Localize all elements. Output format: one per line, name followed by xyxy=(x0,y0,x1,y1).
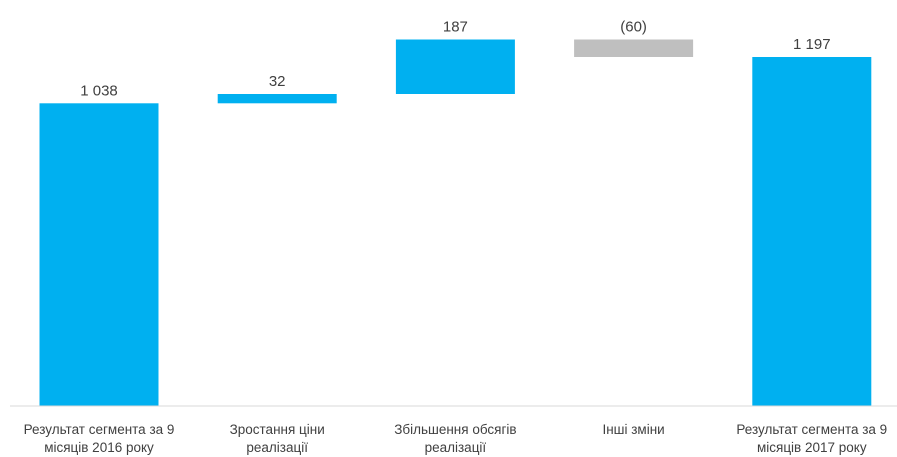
category-label-1-line-1: реалізації xyxy=(246,440,308,455)
category-label-0: Результат сегмента за 9 місяців 2016 року xyxy=(24,422,175,455)
category-label-1: Зростання ціни реалізації xyxy=(230,422,325,455)
category-label-2: Збільшення обсягів реалізації xyxy=(394,422,516,455)
value-label-2: 187 xyxy=(443,19,468,36)
bar-2 xyxy=(395,39,515,94)
category-label-3-line-0: Інші зміни xyxy=(602,422,664,437)
category-label-2-line-1: реалізації xyxy=(425,440,487,455)
bars-group xyxy=(39,39,872,407)
bar-0 xyxy=(39,103,159,407)
category-labels-group: Результат сегмента за 9 місяців 2016 року… xyxy=(24,422,888,455)
category-label-1-line-0: Зростання ціни xyxy=(230,422,325,437)
value-label-0: 1 038 xyxy=(80,82,118,99)
value-label-4: 1 197 xyxy=(793,36,831,53)
category-label-2-line-0: Збільшення обсягів xyxy=(394,422,516,437)
category-label-3: Інші зміни xyxy=(602,422,664,437)
category-label-4-line-0: Результат сегмента за 9 xyxy=(736,422,887,437)
category-label-4: Результат сегмента за 9 місяців 2017 року xyxy=(736,422,887,455)
value-label-1: 32 xyxy=(269,73,286,90)
value-labels-group: 1 038 32 187 (60) 1 197 xyxy=(80,19,830,100)
bar-4 xyxy=(752,57,872,406)
bar-3 xyxy=(574,39,694,57)
bar-1 xyxy=(217,94,337,104)
value-label-3: (60) xyxy=(620,19,647,36)
category-label-0-line-1: місяців 2016 року xyxy=(44,440,154,455)
category-label-0-line-0: Результат сегмента за 9 xyxy=(24,422,175,437)
category-label-4-line-1: місяців 2017 року xyxy=(757,440,867,455)
